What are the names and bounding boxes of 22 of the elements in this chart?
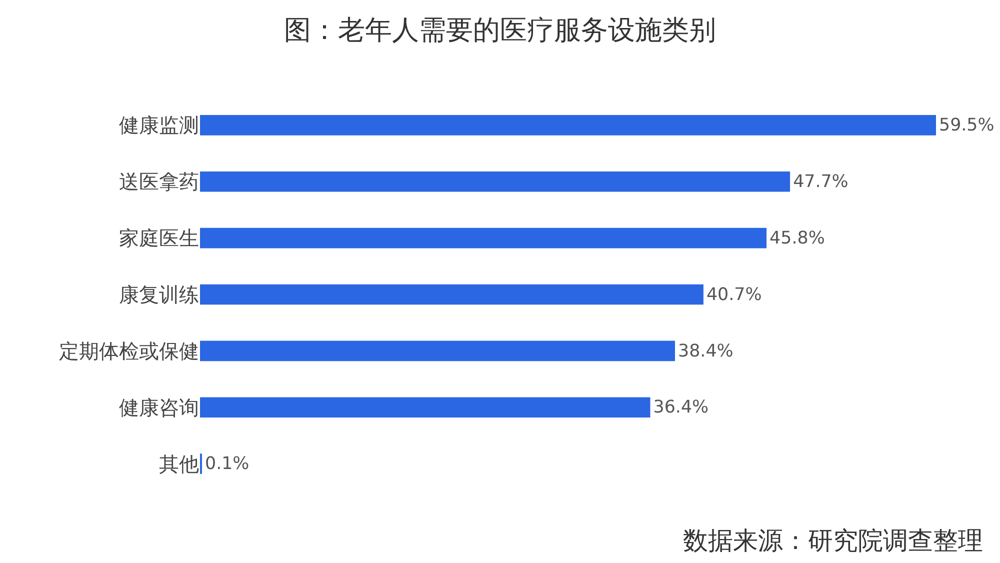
data-label: 0.1%: [205, 454, 250, 474]
y-tick-label: 康复训练: [119, 282, 199, 306]
bar: [200, 115, 936, 136]
y-tick-label: 健康咨询: [119, 395, 199, 420]
data-label: 36.4%: [653, 398, 709, 418]
data-label: 47.7%: [793, 172, 848, 192]
y-tick-label: 其他: [159, 452, 199, 476]
data-label: 45.8%: [770, 228, 825, 248]
y-tick-label: 健康监测: [119, 113, 199, 138]
bar: [200, 340, 675, 362]
y-tick-label: 定期体检或保健: [59, 338, 199, 363]
bar: [200, 397, 650, 418]
source-note: 数据来源：研究院调查整理: [683, 526, 983, 555]
bar: [200, 284, 704, 305]
chart-title: 图：老年人需要的医疗服务设施类别: [284, 15, 716, 46]
bar: [200, 171, 790, 192]
bar: [200, 228, 767, 248]
data-label: 38.4%: [678, 341, 734, 362]
y-tick-label: 家庭医生: [119, 226, 199, 250]
y-tick-label: 送医拿药: [119, 170, 199, 194]
data-label: 59.5%: [939, 116, 994, 136]
data-label: 40.7%: [706, 284, 762, 305]
